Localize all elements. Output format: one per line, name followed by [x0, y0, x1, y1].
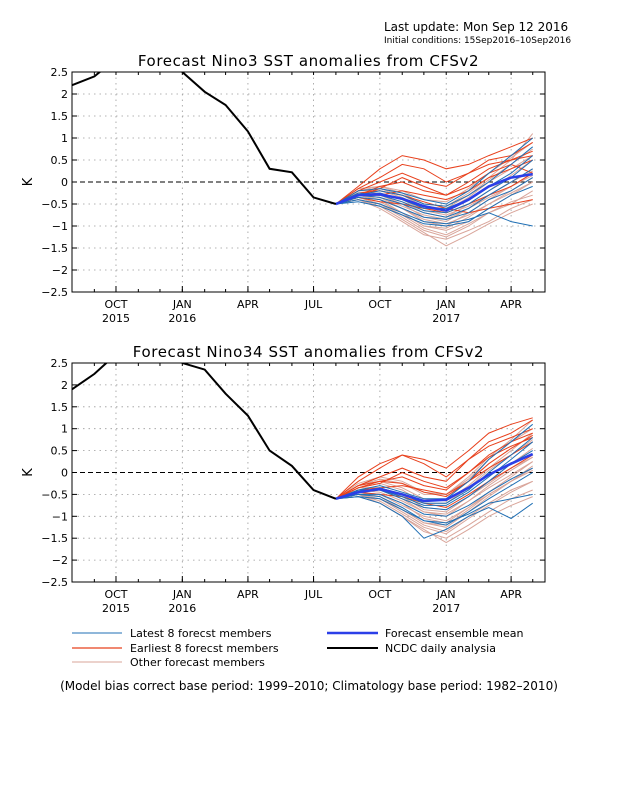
- x-tick-year: 2016: [168, 312, 196, 325]
- x-tick-year: 2015: [102, 602, 130, 615]
- x-tick-label: OCT: [368, 588, 391, 601]
- latest-member-line: [335, 168, 533, 218]
- y-tick-label: −2.5: [41, 286, 68, 299]
- y-tick-label: 0.5: [51, 445, 69, 458]
- y-tick-label: −2: [52, 554, 68, 567]
- other-member-line: [335, 480, 533, 533]
- y-tick-label: −1: [52, 220, 68, 233]
- y-tick-label: −2.5: [41, 576, 68, 589]
- latest-member-line: [335, 177, 533, 220]
- y-tick-label: −2: [52, 264, 68, 277]
- y-tick-label: 0.5: [51, 154, 69, 167]
- y-axis-label: K: [21, 177, 36, 186]
- latest-member-line: [335, 199, 533, 227]
- earliest-member-line: [335, 437, 533, 500]
- chart-panel-1: Forecast Nino3 SST anomalies from CFSv2 2…: [21, 52, 546, 325]
- y-tick-label: −1: [52, 510, 68, 523]
- latest-member-line: [335, 467, 533, 517]
- x-tick-label: JAN: [172, 298, 192, 311]
- y-tick-label: 2: [61, 379, 68, 392]
- y-tick-label: 0: [61, 467, 68, 480]
- x-tick-label: JAN: [436, 588, 456, 601]
- earliest-member-line: [335, 155, 533, 205]
- last-update-text: Last update: Mon Sep 12 2016: [384, 20, 569, 34]
- x-tick-label: JUL: [304, 588, 323, 601]
- initial-conditions-text: Initial conditions: 15Sep2016–10Sep2016: [384, 36, 572, 46]
- footnote: (Model bias correct base period: 1999–20…: [60, 679, 558, 693]
- y-tick-label: 1.5: [51, 401, 69, 414]
- earliest-member-line: [335, 417, 533, 500]
- other-member-line: [335, 141, 533, 205]
- x-tick-year: 2016: [168, 602, 196, 615]
- latest-member-line: [335, 472, 533, 526]
- analysis-line: [72, 72, 337, 205]
- x-tick-label: APR: [500, 588, 522, 601]
- x-tick-year: 2017: [432, 312, 460, 325]
- ensemble-mean-line: [335, 172, 533, 212]
- x-tick-label: JUL: [304, 298, 323, 311]
- chart-title: Forecast Nino3 SST anomalies from CFSv2: [138, 52, 479, 70]
- analysis-line: [72, 363, 337, 500]
- x-tick-year: 2017: [432, 602, 460, 615]
- chart-panel-2: Forecast Nino34 SST anomalies from CFSv2…: [21, 343, 546, 615]
- x-tick-label: APR: [237, 588, 259, 601]
- x-tick-label: OCT: [104, 298, 127, 311]
- x-tick-label: APR: [500, 298, 522, 311]
- y-tick-label: −1.5: [41, 242, 68, 255]
- earliest-member-line: [335, 434, 533, 500]
- other-member-line: [335, 489, 533, 539]
- other-member-line: [335, 190, 533, 238]
- x-tick-year: 2015: [102, 312, 130, 325]
- y-tick-label: 2: [61, 88, 68, 101]
- legend-label: Latest 8 forecst members: [130, 627, 272, 640]
- legend-label: Earliest 8 forecst members: [130, 642, 279, 655]
- other-member-line: [335, 199, 533, 247]
- x-tick-label: JAN: [172, 588, 192, 601]
- earliest-member-line: [335, 172, 533, 214]
- x-tick-label: OCT: [104, 588, 127, 601]
- y-tick-label: 1: [61, 132, 68, 145]
- series-group: [72, 363, 534, 544]
- y-tick-label: −0.5: [41, 488, 68, 501]
- other-member-line: [335, 447, 533, 513]
- latest-member-line: [335, 423, 534, 500]
- earliest-member-line: [335, 163, 533, 205]
- other-member-line: [335, 172, 533, 227]
- earliest-member-line: [335, 141, 533, 205]
- ensemble-mean-line: [335, 452, 534, 503]
- y-tick-label: 2.5: [51, 357, 69, 370]
- legend-label: Forecast ensemble mean: [385, 627, 524, 640]
- earliest-member-line: [335, 419, 533, 500]
- series-group: [72, 72, 534, 247]
- x-tick-label: APR: [237, 298, 259, 311]
- legend-label: Other forecast members: [130, 656, 265, 669]
- earliest-member-line: [335, 441, 533, 500]
- x-tick-label: OCT: [368, 298, 391, 311]
- y-tick-label: 1: [61, 423, 68, 436]
- y-tick-label: −1.5: [41, 532, 68, 545]
- legend-label: NCDC daily analysia: [385, 642, 496, 655]
- earliest-member-line: [335, 137, 533, 205]
- latest-member-line: [335, 496, 533, 539]
- latest-member-line: [335, 137, 534, 205]
- latest-member-line: [335, 493, 533, 524]
- legend: Latest 8 forecst members Forecast ensembl…: [72, 627, 524, 669]
- chart-title: Forecast Nino34 SST anomalies from CFSv2: [133, 343, 484, 361]
- latest-member-line: [335, 185, 533, 227]
- earliest-member-line: [335, 432, 533, 500]
- y-tick-label: 2.5: [51, 66, 69, 79]
- y-tick-label: 1.5: [51, 110, 69, 123]
- earliest-member-line: [335, 428, 533, 500]
- latest-member-line: [335, 146, 534, 207]
- y-tick-label: 0: [61, 176, 68, 189]
- y-tick-label: −0.5: [41, 198, 68, 211]
- y-axis-label: K: [21, 468, 36, 477]
- x-tick-label: JAN: [436, 298, 456, 311]
